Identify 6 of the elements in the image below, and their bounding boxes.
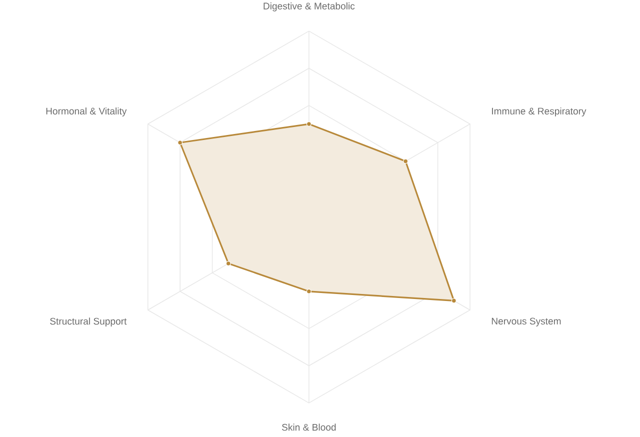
spoke-label: Hormonal & Vitality bbox=[46, 107, 127, 116]
spoke-label: Immune & Respiratory bbox=[492, 107, 586, 116]
spoke-label: Skin & Blood bbox=[282, 424, 336, 431]
spoke-label: Structural Support bbox=[50, 318, 127, 327]
spoke-label: Nervous System bbox=[492, 318, 561, 326]
spoke-label: Digestive & Metabolic bbox=[264, 2, 355, 12]
